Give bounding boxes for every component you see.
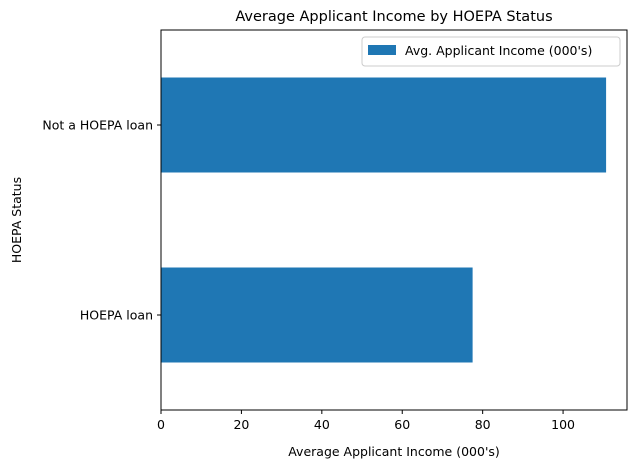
y-tick-label: HOEPA loan	[80, 308, 153, 323]
y-axis-label: HOEPA Status	[9, 177, 24, 263]
chart-title: Average Applicant Income by HOEPA Status	[235, 9, 552, 25]
ticks-layer: HOEPA loan Not a HOEPA loan 0 20 40 60 80 100	[42, 118, 575, 433]
legend-box	[361, 36, 621, 67]
bars-layer	[161, 77, 607, 363]
x-tick-label: 0	[157, 417, 165, 432]
x-axis-label: Average Applicant Income (000's)	[288, 444, 500, 459]
bar-hoepa-loan	[161, 267, 473, 363]
x-tick-label: 80	[475, 417, 491, 432]
bar-not-a-hoepa-loan	[161, 77, 607, 173]
legend: Avg. Applicant Income (000's)	[361, 36, 621, 67]
legend-swatch	[368, 45, 396, 55]
plot-frame	[160, 29, 628, 411]
x-tick-label: 100	[551, 417, 575, 432]
x-tick-label: 60	[394, 417, 410, 432]
legend-label: Avg. Applicant Income (000's)	[405, 43, 592, 58]
x-tick-label: 40	[314, 417, 330, 432]
x-tick-label: 20	[233, 417, 249, 432]
y-tick-label: Not a HOEPA loan	[42, 118, 153, 133]
